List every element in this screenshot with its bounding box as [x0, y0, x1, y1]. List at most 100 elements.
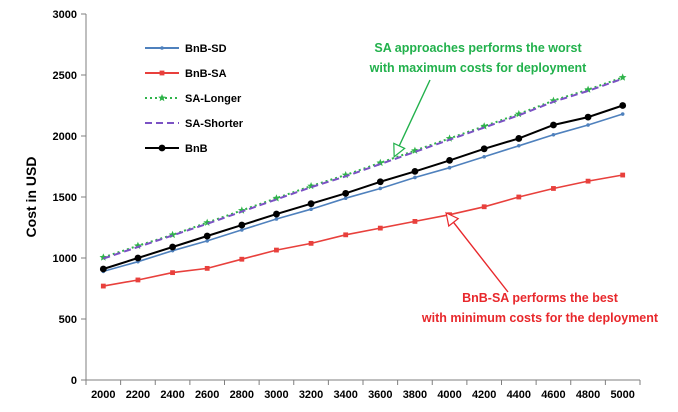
series-sa-shorter [102, 77, 624, 260]
arrow-bnbsa-shaft [452, 221, 509, 293]
data-point-bnb-sa [239, 256, 245, 262]
data-point-bnb [376, 178, 384, 186]
data-point-bnb-sd [343, 196, 348, 201]
data-point-bnb-sd [413, 175, 417, 180]
data-point-sa-longer [272, 194, 281, 202]
data-point-bnb-sd [378, 186, 383, 191]
x-tick-label: 2200 [126, 389, 150, 401]
data-point-sa-longer [307, 182, 315, 190]
y-tick-label: 2000 [53, 131, 77, 143]
y-tick-label: 1500 [53, 192, 77, 204]
series-line-bnb-sa [103, 174, 623, 287]
x-tick-label: 4400 [507, 389, 531, 401]
x-tick-label: 4600 [541, 389, 565, 401]
series-bnb-sa [100, 172, 626, 289]
arrow-bnbsa [445, 211, 509, 293]
annotation-sa-line-1: SA approaches performs the worst [374, 41, 582, 55]
series-line-sa-shorter [102, 77, 624, 260]
x-tick-label: 3200 [299, 389, 323, 401]
x-tick-label: 2600 [195, 389, 219, 401]
x-tick-label: 3400 [333, 389, 357, 401]
data-point-bnb-sa [308, 240, 314, 246]
arrow-sa [393, 79, 431, 158]
legend-marker-bnb-sd [160, 46, 164, 50]
data-point-bnb-sa [377, 225, 383, 231]
y-tick-label: 2500 [53, 70, 77, 82]
data-point-bnb [515, 135, 523, 142]
arrow-sa-shaft [398, 79, 431, 147]
data-point-sa-longer [376, 158, 385, 167]
annotation-sa-line-2: with maximum costs for deployment [369, 61, 588, 75]
data-point-bnb [99, 265, 107, 273]
x-tick-label: 3800 [403, 389, 427, 401]
y-tick-label: 0 [71, 375, 77, 387]
data-point-bnb [584, 113, 592, 121]
legend-item-bnb: BnB [145, 143, 208, 155]
legend-item-sa-longer: SA-Longer [145, 93, 242, 105]
data-point-bnb [134, 254, 142, 262]
series-bnb [99, 102, 627, 273]
data-point-bnb-sa [620, 172, 626, 178]
data-point-bnb-sd [447, 165, 452, 170]
y-tick-label: 1000 [53, 253, 77, 265]
data-point-bnb [619, 102, 627, 109]
data-point-bnb-sa [204, 265, 210, 271]
annotation-bnbsa-line-2: with minimum costs for the deployment [421, 311, 659, 325]
x-tick-label: 5000 [610, 389, 634, 401]
data-point-bnb [238, 221, 246, 229]
data-point-bnb [273, 210, 280, 218]
legend-item-bnb-sa: BnB-SA [145, 68, 227, 80]
series-line-bnb [102, 104, 624, 270]
x-tick-label: 4000 [437, 389, 461, 401]
legend-item-sa-shorter: SA-Shorter [145, 118, 244, 130]
data-point-bnb-sd [517, 143, 521, 148]
data-point-bnb-sa [481, 204, 487, 210]
annotations: SA approaches performs the worst with ma… [369, 41, 659, 325]
axes: 0 500 1000 1500 2000 2500 3000 2000 2200 2400 2600… [53, 9, 641, 401]
y-axis-label: Cost in USD [23, 157, 39, 238]
data-point-bnb-sa [343, 232, 349, 238]
x-tick-label: 3000 [264, 389, 288, 401]
y-tick-label: 3000 [53, 9, 77, 21]
legend-marker-sa-longer [158, 94, 166, 102]
data-point-bnb-sd [309, 207, 313, 211]
arrow-bnbsa-head [445, 211, 460, 228]
data-point-bnb-sd [205, 239, 209, 243]
series-line-bnb-sd [103, 113, 623, 273]
data-point-bnb-sd [586, 123, 590, 127]
data-point-bnb-sa [412, 219, 418, 224]
x-tick-label: 2800 [230, 389, 254, 401]
legend-item-bnb-sd: BnB-SD [145, 43, 227, 55]
data-point-bnb-sa [274, 247, 279, 253]
data-point-bnb-sd [551, 132, 556, 137]
x-tick-label: 2400 [160, 389, 184, 401]
y-axis-label-group: Cost in USD [23, 157, 39, 238]
data-point-bnb-sd [240, 228, 244, 232]
series-bnb-sd [101, 112, 625, 274]
series-layer [99, 73, 627, 289]
x-tick-label: 2000 [91, 389, 115, 401]
annotation-bnbsa-line-1: BnB-SA performs the best [462, 291, 619, 305]
data-point-bnb [307, 200, 315, 208]
data-point-sa-longer [618, 73, 627, 81]
x-tick-label: 4800 [576, 389, 600, 401]
data-point-sa-longer [203, 218, 211, 226]
data-point-bnb [550, 121, 557, 129]
legend-marker-bnb-sa [159, 70, 165, 76]
legend-marker-bnb [158, 144, 166, 152]
data-point-bnb [446, 157, 453, 164]
legend-label-sa-shorter: SA-Shorter [185, 118, 244, 130]
data-point-bnb [169, 243, 176, 251]
data-point-bnb-sa [100, 283, 106, 289]
legend-label-bnb: BnB [185, 143, 208, 155]
data-point-bnb-sa [585, 178, 591, 184]
data-point-bnb [342, 189, 350, 197]
legend-label-sa-longer: SA-Longer [185, 93, 242, 105]
legend: BnB-SD BnB-SA SA-Longer SA-Shorter BnB [145, 43, 244, 155]
x-tick-label: 4200 [472, 389, 496, 401]
arrow-sa-head [393, 142, 406, 158]
data-point-bnb-sd [620, 112, 625, 116]
data-point-bnb [203, 232, 211, 240]
legend-label-bnb-sa: BnB-SA [185, 68, 227, 80]
